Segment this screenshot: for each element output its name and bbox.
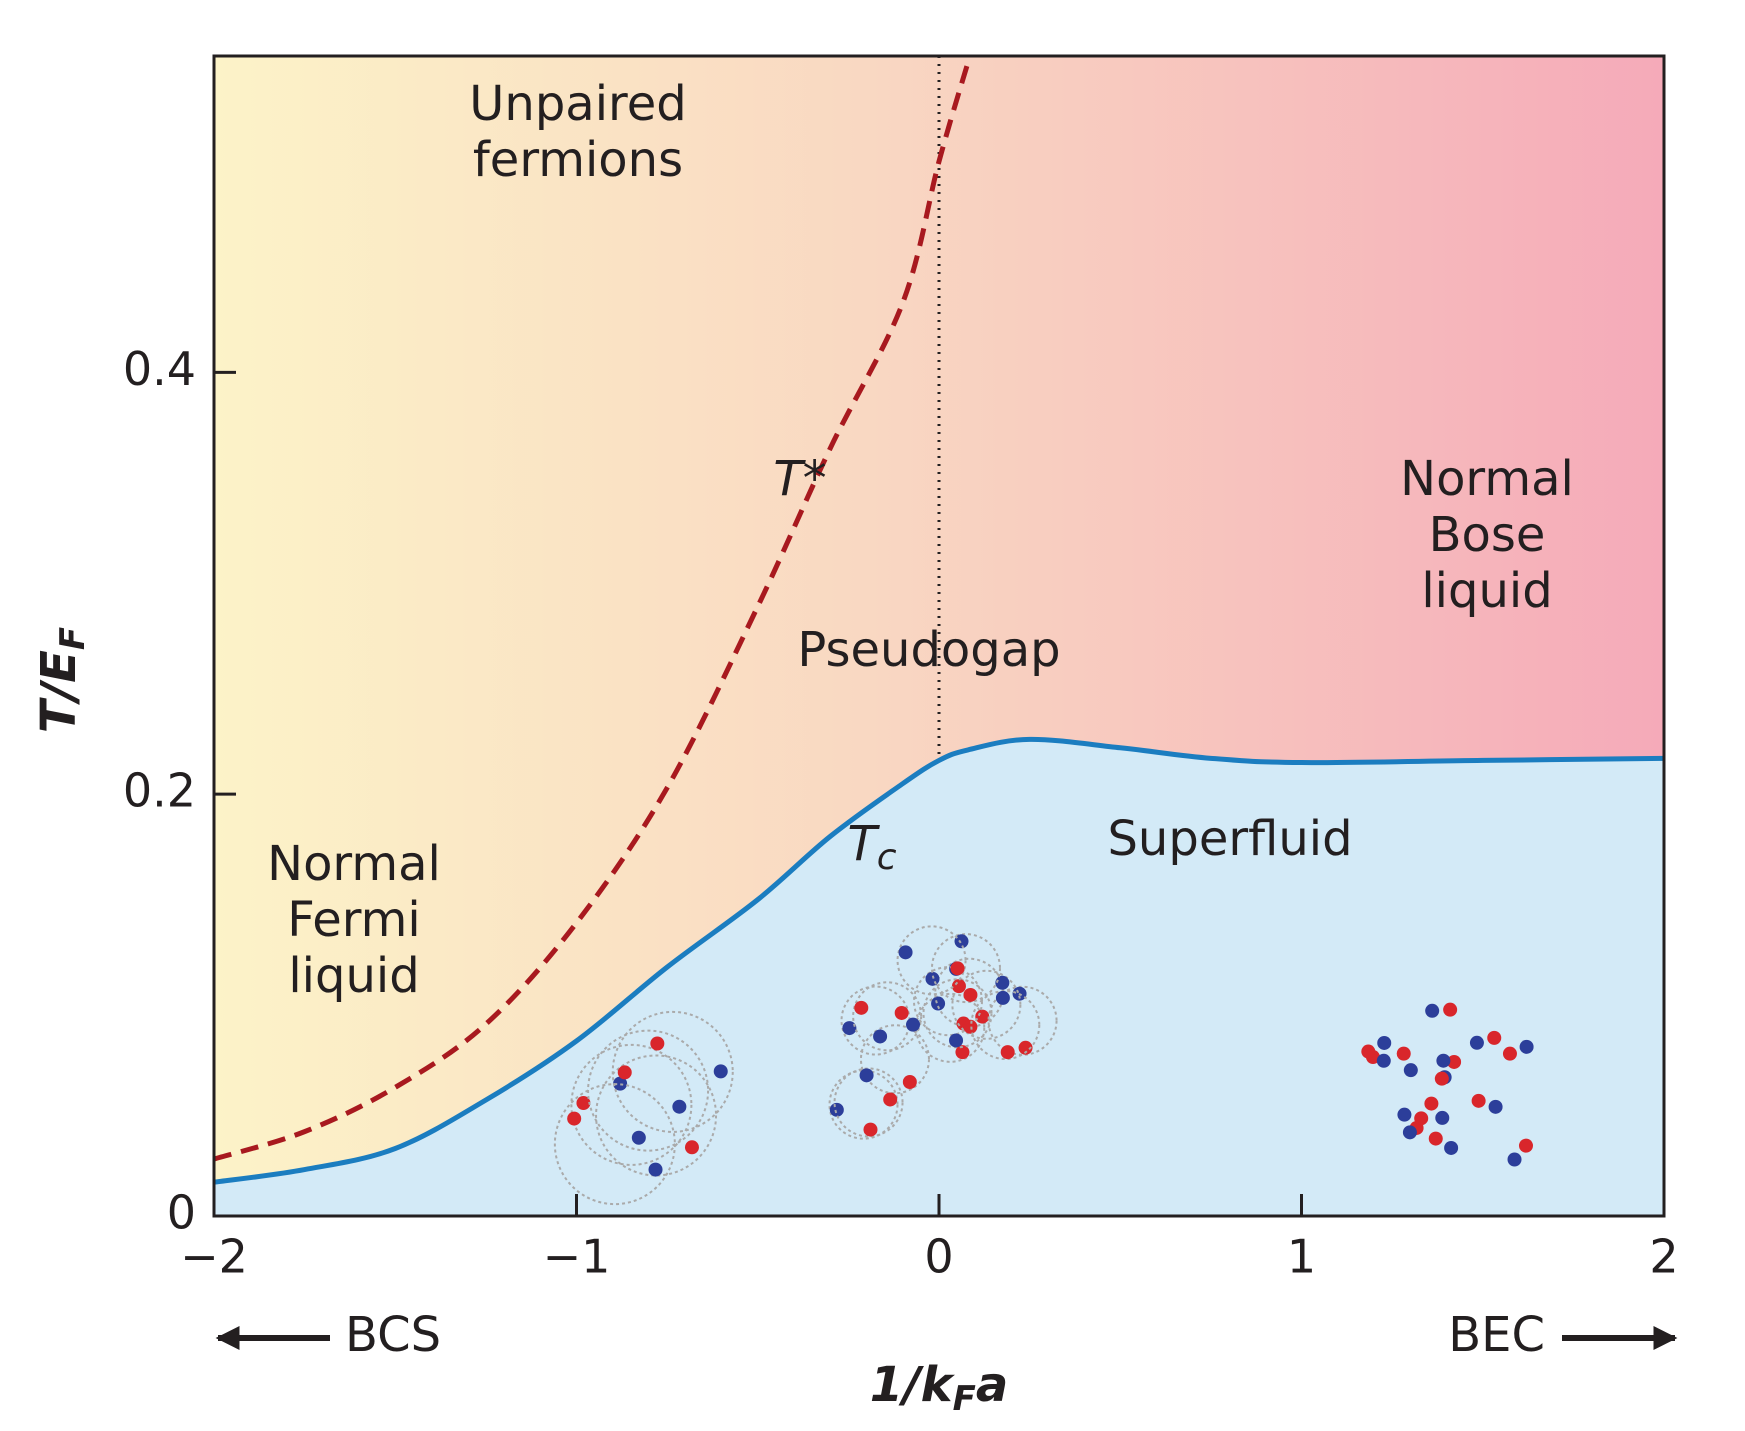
fermion-down [995, 975, 1010, 990]
fermion-up [1396, 1046, 1411, 1061]
fermion-down [1377, 1035, 1392, 1050]
x-tick-label: 2 [1649, 1230, 1678, 1284]
fermion-up [1502, 1046, 1517, 1061]
fermion-down [1444, 1140, 1459, 1155]
fermion-up [576, 1096, 591, 1111]
fermion-down [1469, 1035, 1484, 1050]
fermion-up [1443, 1002, 1458, 1017]
fermion-up [1361, 1044, 1376, 1059]
fermion-down [842, 1021, 857, 1036]
pair-orbit [833, 1067, 904, 1138]
fermion-down [906, 1017, 921, 1032]
fermion-up [1018, 1040, 1033, 1055]
fermion-down [1402, 1125, 1417, 1140]
pair-orbit [859, 1024, 930, 1095]
fermion-up [1447, 1054, 1462, 1069]
fermion-down [931, 996, 946, 1011]
series-label: Tc [847, 816, 896, 878]
x-axis-label: 1/kFa [870, 1357, 1008, 1419]
fermion-up [1518, 1138, 1533, 1153]
region-label: Pseudogap [797, 622, 1060, 678]
region-label: Normal Bose liquid [1400, 451, 1574, 619]
region-label: Unpaired fermions [469, 76, 686, 188]
x-tick-label: −2 [180, 1230, 248, 1284]
pair-orbit [915, 992, 986, 1063]
fermion-up [963, 987, 978, 1002]
fermion-up [1471, 1093, 1486, 1108]
fermion-down [1435, 1110, 1450, 1125]
pair-orbit [595, 1054, 718, 1177]
fermion-down [1403, 1063, 1418, 1078]
fermion-up [684, 1140, 699, 1155]
fermion-down [1507, 1152, 1522, 1167]
bcs-label: BCS [345, 1307, 441, 1363]
region-label: Normal Fermi liquid [267, 836, 441, 1004]
fermion-up [1000, 1045, 1015, 1060]
pair-orbit [587, 1029, 710, 1152]
pair-illustrations [553, 925, 1534, 1206]
fermion-up [1428, 1131, 1443, 1146]
pair-orbit [930, 933, 1001, 1004]
fermion-up [854, 1000, 869, 1015]
fermion-down [954, 934, 969, 949]
pair-orbit [828, 1069, 899, 1140]
y-tick-label: 0.4 [123, 342, 196, 396]
fermion-down [1425, 1003, 1440, 1018]
y-axis-label: T/EF [31, 627, 93, 733]
bec-label: BEC [1448, 1307, 1545, 1363]
fermion-down [631, 1130, 646, 1145]
fermion-up [902, 1075, 917, 1090]
series-line [214, 736, 1664, 1185]
x-tick-label: −1 [543, 1230, 611, 1284]
fermion-up [955, 1045, 970, 1060]
pair-orbit [987, 985, 1058, 1056]
fermion-down [995, 990, 1010, 1005]
fermion-up [894, 1005, 909, 1020]
fermion-up [1487, 1030, 1502, 1045]
fermion-up [883, 1092, 898, 1107]
series-line [214, 61, 971, 1162]
fermion-down [1376, 1053, 1391, 1068]
fermion-up [975, 1009, 990, 1024]
fermion-up [1424, 1096, 1439, 1111]
pair-orbit [570, 1043, 693, 1166]
series-label: T* [773, 451, 826, 507]
fermion-up [863, 1122, 878, 1137]
pair-orbit [852, 981, 923, 1052]
region-label: Superfluid [1107, 811, 1352, 867]
pair-orbit [970, 990, 1041, 1061]
fermion-down [1436, 1053, 1451, 1068]
fermion-up [650, 1036, 665, 1051]
fermion-up [1414, 1111, 1429, 1126]
x-tick-label: 0 [924, 1230, 953, 1284]
fermion-down [672, 1099, 687, 1114]
x-tick-label: 1 [1287, 1230, 1316, 1284]
fermion-down [925, 971, 940, 986]
fermion-down [713, 1064, 728, 1079]
fermion-down [898, 945, 913, 960]
pair-orbit [611, 1010, 734, 1133]
fermion-up [951, 979, 966, 994]
pair-orbit [922, 978, 993, 1049]
fermion-up [617, 1065, 632, 1080]
y-tick-label: 0.2 [123, 764, 196, 818]
fermion-up [950, 961, 965, 976]
fermion-down [613, 1076, 628, 1091]
fermion-up [567, 1111, 582, 1126]
fermion-down [1519, 1039, 1534, 1054]
fermion-down [949, 1033, 964, 1048]
fermion-down [648, 1162, 663, 1177]
pair-orbit [896, 925, 967, 996]
y-tick-label: 0 [167, 1186, 196, 1240]
fermion-down [1488, 1099, 1503, 1114]
fermion-down [1397, 1107, 1412, 1122]
fermion-down [859, 1068, 874, 1083]
pair-orbit [951, 969, 1022, 1040]
fermion-up [1434, 1071, 1449, 1086]
fermion-down [829, 1102, 844, 1117]
fermion-down [873, 1029, 888, 1044]
